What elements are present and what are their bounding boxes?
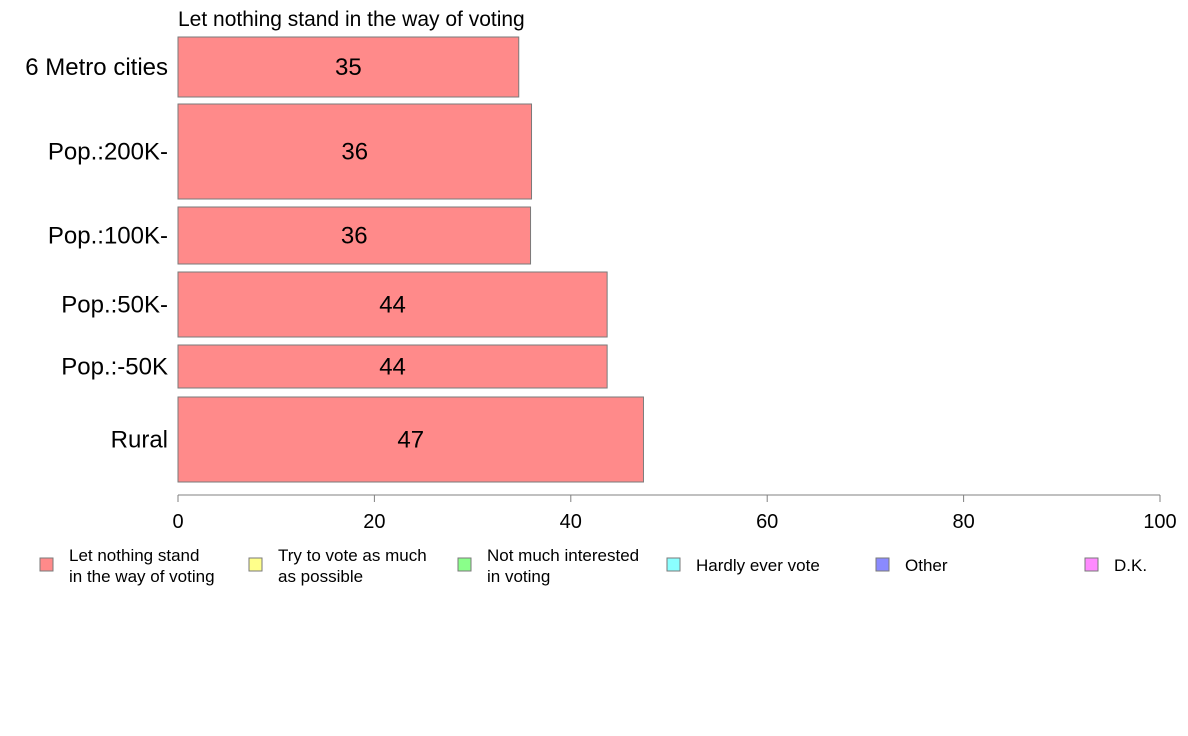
legend-label: Hardly ever vote xyxy=(696,556,820,575)
category-label: 6 Metro cities xyxy=(25,54,168,81)
bar xyxy=(177,206,532,265)
bar-value-label: 36 xyxy=(341,223,368,250)
bars-group: 35 36 36 44 44 47 xyxy=(177,36,644,483)
category-labels: 6 Metro cities Pop.:200K- Pop.:100K- Pop.:5… xyxy=(25,54,168,454)
category-label: Pop.:50K- xyxy=(61,292,168,319)
bar xyxy=(177,396,644,483)
bar xyxy=(177,103,533,200)
bar xyxy=(177,36,520,98)
legend-label: Let nothing stand in the way of voting xyxy=(69,546,215,586)
legend: Let nothing stand in the way of voting Try… xyxy=(39,546,1147,586)
bar-value-label: 35 xyxy=(335,54,362,81)
category-label: Pop.:-50K xyxy=(61,354,168,381)
x-tick-label: 40 xyxy=(560,511,582,533)
legend-label: Other xyxy=(905,556,948,575)
category-label: Pop.:100K- xyxy=(48,223,168,250)
bar-value-label: 36 xyxy=(341,139,368,166)
legend-swatch xyxy=(1084,557,1099,572)
legend-swatch xyxy=(248,557,263,572)
legend-label: Try to vote as much as possible xyxy=(278,546,427,586)
bar-value-label: 44 xyxy=(379,354,406,381)
legend-swatch xyxy=(875,557,890,572)
x-tick-label: 0 xyxy=(172,511,183,533)
x-axis: 0 20 40 60 80 100 xyxy=(172,494,1177,533)
x-tick-label: 60 xyxy=(756,511,778,533)
legend-swatch xyxy=(457,557,472,572)
legend-label: D.K. xyxy=(1114,556,1147,575)
category-label: Pop.:200K- xyxy=(48,139,168,166)
chart-title: Let nothing stand in the way of voting xyxy=(178,8,525,31)
legend-swatch xyxy=(39,557,54,572)
legend-swatch xyxy=(666,557,681,572)
category-label: Rural xyxy=(111,427,168,454)
bar-value-label: 47 xyxy=(397,427,424,454)
x-tick-label: 20 xyxy=(363,511,385,533)
x-tick-label: 100 xyxy=(1143,511,1176,533)
bar-value-label: 44 xyxy=(379,292,406,319)
bar xyxy=(177,271,608,338)
x-tick-label: 80 xyxy=(952,511,974,533)
legend-label: Not much interested in voting xyxy=(487,546,639,586)
bar xyxy=(177,344,608,389)
